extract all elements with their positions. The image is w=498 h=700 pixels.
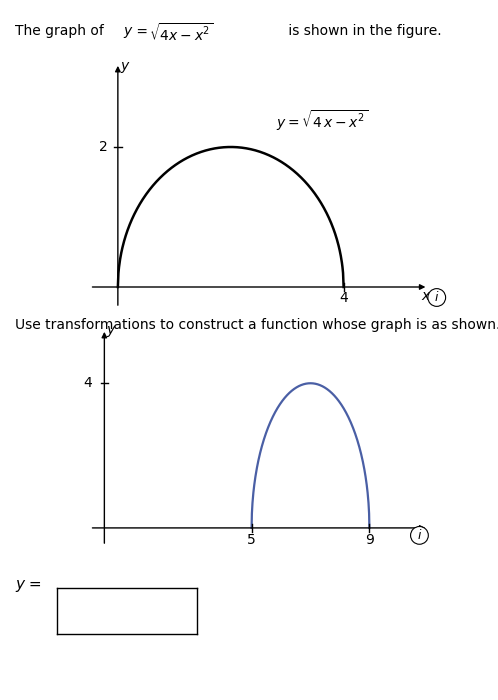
Text: $y = \sqrt{4\,x - x^2}$: $y = \sqrt{4\,x - x^2}$ bbox=[276, 108, 368, 133]
Text: Use transformations to construct a function whose graph is as shown.: Use transformations to construct a funct… bbox=[15, 318, 498, 332]
Text: x: x bbox=[421, 288, 430, 302]
Text: 4: 4 bbox=[339, 291, 348, 305]
Text: 2: 2 bbox=[100, 140, 108, 154]
Text: The graph of: The graph of bbox=[15, 25, 108, 38]
Text: 5: 5 bbox=[247, 533, 256, 547]
Text: x: x bbox=[420, 530, 428, 544]
Text: $\sqrt{4x-x^2}$: $\sqrt{4x-x^2}$ bbox=[149, 23, 214, 44]
Text: y: y bbox=[107, 323, 115, 337]
Text: =: = bbox=[132, 25, 152, 38]
Text: 9: 9 bbox=[365, 533, 374, 547]
Text: y: y bbox=[121, 59, 129, 73]
Text: y =: y = bbox=[15, 578, 41, 592]
Text: is shown in the figure.: is shown in the figure. bbox=[284, 25, 442, 38]
Text: $\mathit{i}$: $\mathit{i}$ bbox=[417, 528, 422, 542]
Text: y: y bbox=[124, 25, 132, 38]
Text: $\mathit{i}$: $\mathit{i}$ bbox=[434, 290, 439, 304]
Text: 4: 4 bbox=[84, 377, 93, 391]
